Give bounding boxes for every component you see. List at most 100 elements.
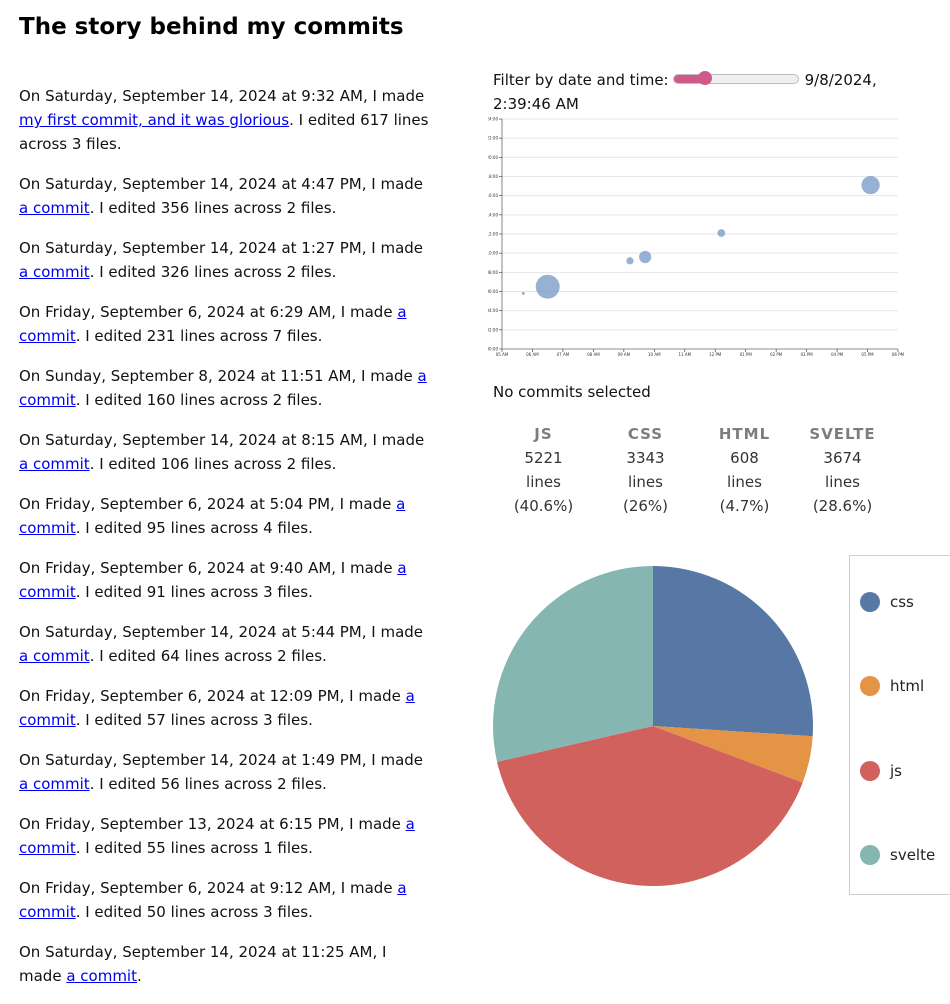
x-tick-label: 06 PM [892,352,905,357]
commit-scatter-plot: 00:00 02:00 04:00 06:00 08:00 10:00 12:00 14:00… [488,117,905,358]
y-tick-label: 02:00 [488,327,498,332]
commit-link[interactable]: my first commit, and it was glorious [19,111,290,129]
commit-entry: On Saturday, September 14, 2024 at 8:15 … [19,428,429,476]
commit-entry: On Saturday, September 14, 2024 at 11:25… [19,940,429,988]
commit-entry-text: On Saturday, September 14, 2024 at 1:49 … [19,751,424,769]
stat-percent: (40.6%) [513,497,574,515]
commit-link[interactable]: a commit [19,775,90,793]
commit-entry: On Saturday, September 14, 2024 at 9:32 … [19,84,429,156]
x-tick-label: 11 AM [678,352,691,357]
commit-entry-summary: . I edited 356 lines across 2 files. [89,199,337,217]
commit-link[interactable]: a commit [19,367,427,409]
commit-link[interactable]: a commit [19,303,407,345]
commit-entry-text: On Saturday, September 14, 2024 at 9:32 … [19,87,425,105]
legend-swatch [860,592,880,612]
legend-item-html[interactable]: html [860,674,924,698]
x-tick-label: 02 PM [770,352,783,357]
legend-label: svelte [890,846,936,864]
commit-link[interactable]: a commit [19,687,415,729]
pie-slice-css[interactable] [653,566,813,737]
commit-link[interactable]: a commit [19,559,407,601]
slider-thumb[interactable] [697,70,712,85]
stat-line-count: 3343 [626,449,665,467]
pie-slice-js[interactable] [497,726,803,886]
selection-status: No commits selected [493,383,651,401]
commit-dot [626,257,634,265]
legend-item-js[interactable]: js [860,759,902,783]
commit-link[interactable]: a commit [19,263,90,281]
pie-slice-html[interactable] [653,726,813,783]
commit-entry-text: On Friday, September 6, 2024 at 9:12 AM,… [19,879,398,897]
stat-svelte: SVELTE 3674 lines (28.6%) [792,422,893,518]
stat-language: SVELTE [809,425,876,443]
x-tick-label: 05 AM [496,352,509,357]
x-tick-label: 06 AM [526,352,539,357]
commit-entry: On Friday, September 13, 2024 at 6:15 PM… [19,812,429,860]
filter-control: Filter by date and time: 9/8/2024, 2:39:4… [493,68,913,116]
x-tick-label: 09 AM [618,352,631,357]
y-tick-label: 18:00 [488,174,498,179]
legend-item-css[interactable]: css [860,590,914,614]
commit-entry-summary: . I edited 326 lines across 2 files. [89,263,337,281]
commit-entry-text: On Sunday, September 8, 2024 at 11:51 AM… [19,367,418,385]
stat-percent: (28.6%) [812,497,873,515]
y-tick-label: 14:00 [488,212,498,217]
commit-entry-text: On Friday, September 6, 2024 at 9:40 AM,… [19,559,398,577]
commit-entry-text: On Friday, September 6, 2024 at 12:09 PM… [19,687,406,705]
page-title: The story behind my commits [19,14,404,40]
x-tick-label: 01 PM [740,352,753,357]
y-tick-label: 06:00 [488,289,498,294]
commit-entry: On Friday, September 6, 2024 at 9:40 AM,… [19,556,429,604]
stat-unit: lines [825,473,860,491]
y-tick-label: 12:00 [488,232,498,237]
legend-swatch [860,845,880,865]
pie-slice-svelte[interactable] [493,566,653,762]
commit-entry: On Friday, September 6, 2024 at 5:04 PM,… [19,492,429,540]
x-tick-label: 12 PM [709,352,722,357]
commit-entry-summary: . I edited 57 lines across 3 files. [75,711,313,729]
x-tick-label: 10 AM [648,352,661,357]
commit-link[interactable]: a commit [19,879,407,921]
stat-js: JS 5221 lines (40.6%) [493,422,594,518]
commit-story-list: On Saturday, September 14, 2024 at 9:32 … [19,84,429,1004]
commit-link[interactable]: a commit [19,815,415,857]
stat-language: HTML [718,425,771,443]
commit-entry-summary: . [137,967,142,985]
commit-entry-text: On Saturday, September 14, 2024 at 4:47 … [19,175,424,193]
stat-html: HTML 608 lines (4.7%) [697,422,792,518]
commit-entry-text: On Friday, September 6, 2024 at 6:29 AM,… [19,303,398,321]
slider-fill [673,74,705,83]
commit-entry-summary: . I edited 160 lines across 2 files. [75,391,323,409]
commit-link[interactable]: a commit [19,455,90,473]
y-tick-label: 16:00 [488,193,498,198]
stat-unit: lines [727,473,762,491]
commit-link[interactable]: a commit [19,647,90,665]
x-tick-label: 03 PM [800,352,813,357]
stat-line-count: 608 [730,449,759,467]
y-tick-label: 10:00 [488,251,498,256]
commit-entry-summary: . I edited 56 lines across 2 files. [89,775,327,793]
legend-item-svelte[interactable]: svelte [860,843,935,867]
commit-entry: On Saturday, September 14, 2024 at 1:49 … [19,748,429,796]
legend-label: html [890,677,925,695]
commit-entry-summary: . I edited 91 lines across 3 files. [75,583,313,601]
legend-swatch [860,676,880,696]
filter-label: Filter by date and time: [493,71,669,89]
commit-entry-text: On Saturday, September 14, 2024 at 8:15 … [19,431,425,449]
commit-entry-summary: . I edited 50 lines across 3 files. [75,903,313,921]
commit-link[interactable]: a commit [19,199,90,217]
filter-time-value: 9/8/2024, 2:39:46 AM [493,71,877,113]
stat-css: CSS 3343 lines (26%) [594,422,697,518]
y-tick-label: 20:00 [488,155,498,160]
legend-swatch [860,761,880,781]
commit-entry-text: On Saturday, September 14, 2024 at 1:27 … [19,239,424,257]
x-tick-label: 08 AM [587,352,600,357]
commit-link[interactable]: a commit [66,967,137,985]
commit-link[interactable]: a commit [19,495,406,537]
stat-language: JS [534,425,553,443]
commit-entry-summary: . I edited 64 lines across 2 files. [89,647,327,665]
x-tick-label: 05 PM [861,352,874,357]
time-slider[interactable] [672,70,799,85]
commit-entry-text: On Friday, September 13, 2024 at 6:15 PM… [19,815,406,833]
stat-unit: lines [526,473,561,491]
